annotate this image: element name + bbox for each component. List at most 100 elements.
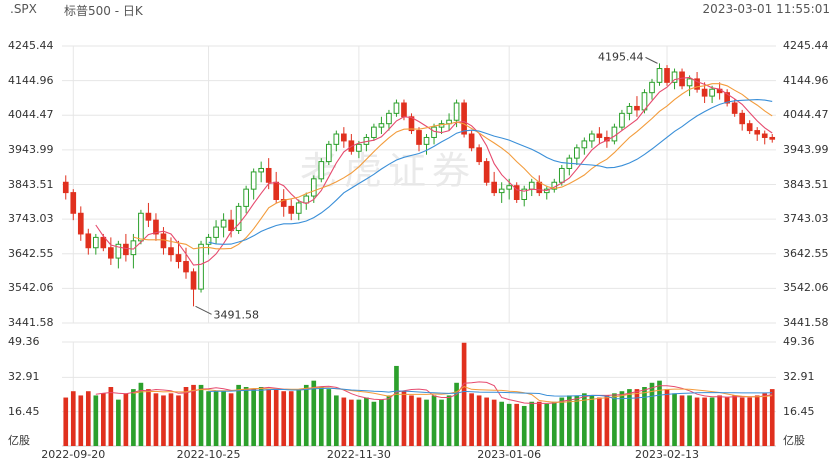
date-tick: 2022-09-20 <box>41 448 106 461</box>
volume-bar <box>206 391 211 446</box>
volume-bar <box>176 395 181 446</box>
price-tick-right: 3743.03 <box>783 212 829 226</box>
candle-body <box>115 243 122 259</box>
candle-body <box>401 102 407 118</box>
candle-body <box>205 236 212 245</box>
volume-bar <box>168 393 174 446</box>
volume-bar <box>506 403 512 446</box>
volume-bar <box>93 395 99 446</box>
volume-bar <box>657 380 662 446</box>
volume-bar <box>717 395 722 446</box>
volume-bar <box>356 399 362 446</box>
date-tick: 2022-10-25 <box>176 448 241 461</box>
candle-body <box>754 130 761 135</box>
volume-bar <box>228 393 234 446</box>
symbol-label: .SPX <box>10 2 37 16</box>
candle-body <box>709 88 715 97</box>
candle-body <box>70 192 77 214</box>
volume-bar <box>612 393 617 446</box>
price-tick-right: 4245.44 <box>783 39 829 52</box>
candle-body <box>356 143 362 152</box>
candle-body <box>198 243 204 290</box>
candle-body <box>318 161 325 180</box>
volume-bar <box>333 395 339 446</box>
volume-bar <box>273 389 279 446</box>
candle-body <box>333 133 340 145</box>
candle-body <box>656 68 663 83</box>
candle-body <box>596 133 603 138</box>
high-annotation: 4195.44 <box>598 50 644 63</box>
candle-body <box>408 116 415 132</box>
price-tick-left: 3843.51 <box>8 177 54 191</box>
candle-body <box>626 105 633 114</box>
volume-bar <box>649 382 655 446</box>
volume-bar <box>409 395 414 446</box>
candle-body <box>77 212 84 235</box>
volume-bar <box>349 399 354 446</box>
volume-bar <box>191 384 196 446</box>
candle-body <box>85 233 92 249</box>
candle-body <box>341 133 347 142</box>
ma10-line <box>133 83 773 250</box>
price-tick-right: 3542.06 <box>783 281 829 295</box>
candle-body <box>558 167 565 183</box>
candle-body <box>483 161 490 183</box>
candle-body <box>160 233 167 249</box>
candle-body <box>130 240 137 256</box>
date-tick: 2023-01-06 <box>477 448 542 461</box>
volume-bar <box>213 391 219 446</box>
price-tick-left: 4044.47 <box>8 108 54 122</box>
candle-body <box>746 123 753 132</box>
candle-body <box>634 105 640 111</box>
volume-unit-left: 亿股 <box>8 434 30 447</box>
candle-body <box>108 247 114 259</box>
candle-body <box>724 92 730 104</box>
candle-body <box>153 219 159 235</box>
volume-bar <box>747 397 753 446</box>
candle-body <box>228 219 234 232</box>
high-leader-line <box>645 56 658 64</box>
candle-body <box>461 102 467 135</box>
volume-bar <box>634 389 640 446</box>
volume-bar <box>371 401 377 446</box>
candle-body <box>581 140 588 149</box>
volume-bar <box>251 389 256 446</box>
price-tick-left: 4245.44 <box>8 39 54 52</box>
volume-bar <box>551 401 557 446</box>
candle-body <box>619 112 625 128</box>
candle-body <box>325 143 332 163</box>
candle-body <box>513 185 520 200</box>
volume-bar <box>514 403 520 446</box>
candle-body <box>468 133 475 149</box>
candle-body <box>589 133 595 142</box>
volume-bar <box>183 387 189 446</box>
price-tick-left: 3943.99 <box>8 142 54 156</box>
volume-bar <box>454 382 459 446</box>
volume-bar <box>491 399 497 446</box>
volume-bar <box>243 387 249 446</box>
volume-bar <box>559 397 565 446</box>
volume-bar <box>687 395 692 446</box>
price-tick-right: 3441.58 <box>783 316 829 329</box>
volume-bar <box>694 397 700 446</box>
candle-body <box>243 188 249 207</box>
volume-bar <box>566 395 572 446</box>
candle-body <box>273 181 280 200</box>
volume-bar <box>146 389 151 446</box>
volume-bar <box>754 395 760 446</box>
volume-bar <box>258 387 264 446</box>
volume-bar <box>529 401 535 446</box>
price-tick-left: 3441.58 <box>8 316 54 329</box>
candle-body <box>649 81 655 94</box>
volume-bar <box>642 387 647 446</box>
volume-bar <box>123 393 129 446</box>
volume-bar <box>431 395 437 446</box>
volume-bar <box>574 395 580 446</box>
volume-bar <box>394 365 399 446</box>
volume-ma10-line <box>133 386 773 403</box>
price-tick-left: 4144.96 <box>8 73 54 87</box>
low-annotation: 3491.58 <box>214 308 259 321</box>
candle-body <box>664 68 670 83</box>
volume-bar <box>70 391 76 446</box>
volume-bar <box>108 387 114 446</box>
